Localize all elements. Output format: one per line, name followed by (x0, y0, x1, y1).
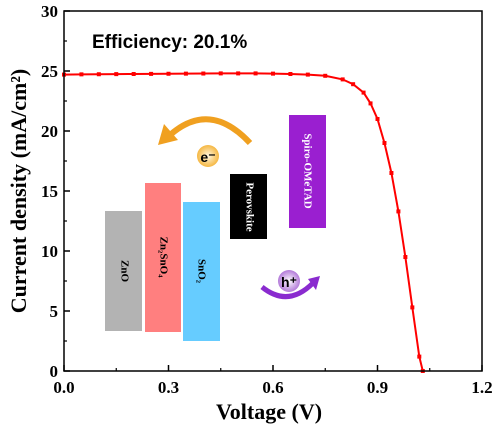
y-tick-label: 5 (50, 302, 59, 321)
jv-data-point (201, 71, 206, 76)
jv-data-point (149, 71, 154, 76)
electron-transfer-arrow (168, 116, 253, 146)
zno-layer-box (105, 211, 142, 331)
jv-data-point (417, 354, 422, 359)
x-tick-label: 1.2 (471, 378, 492, 397)
electron-label: e⁻ (200, 149, 215, 165)
jv-data-point (79, 72, 84, 77)
jv-data-point (271, 71, 275, 76)
zn2sno4-layer-box (145, 183, 181, 332)
axis-layer: 0.0 0.3 0.6 0.9 1.2 0 5 10 15 20 25 30 (41, 2, 493, 397)
jv-data-point (396, 209, 401, 214)
spiro-layer-box (289, 115, 326, 228)
jv-data-point (218, 71, 223, 76)
jv-data-point (323, 73, 328, 78)
y-tick-label: 15 (41, 182, 58, 201)
x-tick-label: 0.0 (53, 378, 74, 397)
jv-data-point (382, 141, 387, 145)
electron-arrow-head (158, 124, 178, 145)
zno-layer-label: ZnO (118, 260, 130, 282)
sno2-layer-box (183, 202, 220, 341)
jv-data-point (183, 71, 188, 76)
jv-data-point (410, 305, 415, 310)
y-tick-label: 0 (50, 362, 59, 381)
y-tick-label: 20 (41, 122, 58, 141)
zn2sno4-layer-label: Zn₂SnO₄ (157, 237, 169, 279)
jv-data-point (114, 72, 119, 77)
electron-circle (197, 145, 219, 167)
perovskite-layer-box (230, 174, 267, 239)
hole-label: h⁺ (281, 274, 297, 290)
jv-data-point (351, 82, 356, 87)
y-tick-label: 10 (41, 242, 58, 261)
jv-data-point (166, 71, 171, 76)
jv-data-point (340, 77, 345, 82)
jv-data-point (253, 71, 258, 76)
jv-data-point (403, 255, 408, 259)
x-tick-label: 0.6 (262, 378, 283, 397)
hole-arrow-head (308, 276, 320, 290)
jv-data-point (131, 72, 136, 76)
spiro-layer-label: Spiro-OMeTAD (301, 133, 313, 208)
hole-transfer-arrow (260, 281, 315, 299)
jv-data-point (375, 117, 380, 121)
jv-data-point (368, 101, 373, 106)
y-tick-label: 25 (41, 62, 58, 81)
x-tick-label: 0.9 (367, 378, 388, 397)
perovskite-layer-label: Perovskite (243, 182, 255, 231)
energy-level-diagram: ZnO Zn₂SnO₄ SnO₂ Perovskite Spiro-OMeTAD… (105, 115, 326, 341)
y-axis-title: Current density (mA/cm²) (6, 69, 31, 313)
x-axis-title: Voltage (V) (216, 399, 322, 424)
jv-curve-line (63, 72, 424, 372)
x-tick-label: 0.3 (158, 378, 179, 397)
y-tick-label: 30 (41, 2, 58, 21)
jv-data-point (305, 72, 310, 77)
jv-data-point (288, 72, 293, 76)
sno2-layer-label: SnO₂ (195, 259, 207, 284)
jv-data-point (361, 90, 366, 95)
jv-data-point (96, 72, 101, 77)
jv-data-point (236, 71, 241, 76)
jv-data-point (389, 171, 394, 175)
hole-circle (278, 270, 300, 292)
efficiency-annotation: Efficiency: 20.1% (92, 32, 247, 53)
